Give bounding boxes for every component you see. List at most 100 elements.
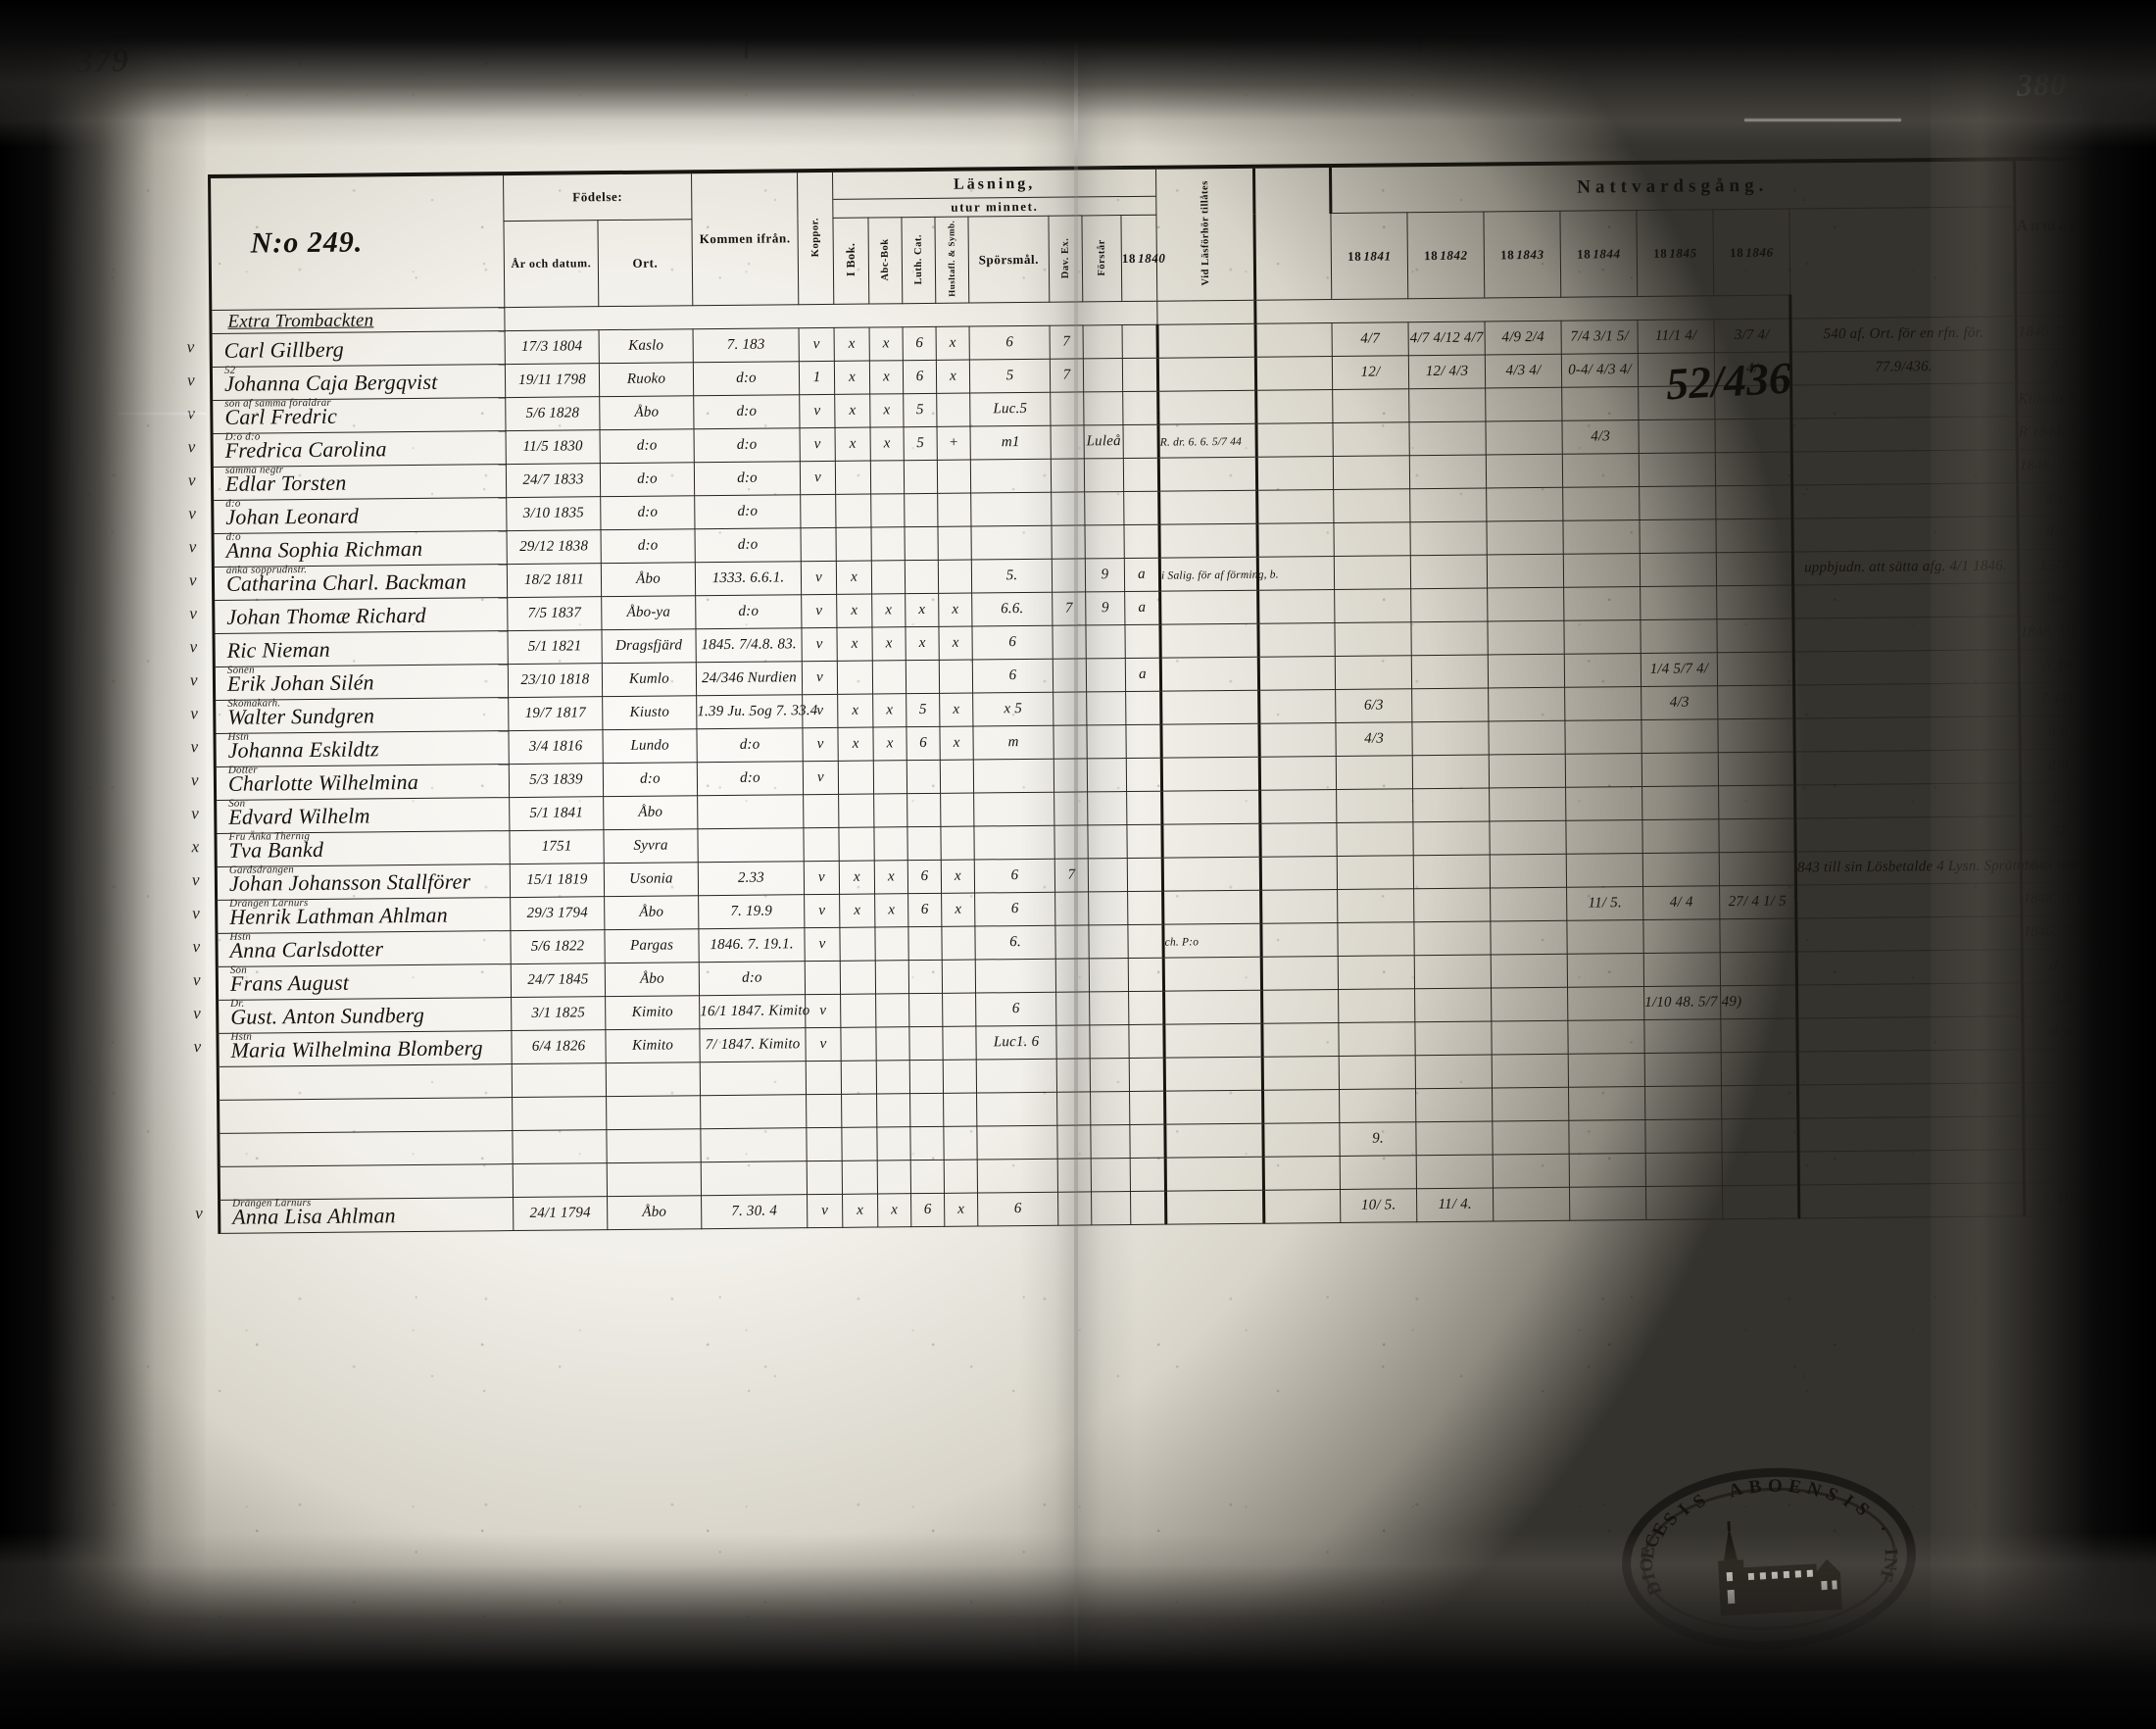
smallpox-cell: [806, 1127, 843, 1161]
pencil-annotation: 52/436: [1664, 352, 1793, 410]
birth-place-cell: [607, 1161, 702, 1197]
communion-cell-1840: [1257, 622, 1336, 658]
person-name-cell: vänka sopprudnstr.Catharina Charl. Backm…: [189, 564, 508, 601]
husltafl-symb-cell: [939, 660, 973, 694]
communion-cell-1842: [1414, 955, 1492, 989]
communion-1840-note: i Salig. för af förming, b.: [1160, 568, 1279, 582]
communion-cell-1841: [1339, 1055, 1416, 1090]
person-name: Anna Sophia Richman: [225, 535, 423, 563]
communion-cell-1844: [1566, 919, 1644, 955]
row-relation-note: Son: [228, 797, 246, 810]
birth-place-cell: Åbo: [603, 795, 698, 830]
husltafl-symb-cell: x: [939, 726, 974, 761]
abc-book-cell: x: [871, 626, 906, 662]
luth-cat-cell: [907, 926, 943, 961]
row-relation-note: Drängen Lärnurs: [232, 1197, 312, 1210]
came-from-cell: 1845. 7/4.8. 83.: [695, 627, 803, 663]
row-relation-note: Gardsdrängen: [228, 864, 295, 876]
husltafl-symb-cell: [942, 993, 976, 1027]
communion-cell-1843: [1490, 854, 1567, 889]
communion-cell-1844: [1568, 1086, 1645, 1121]
communion-cell-1843: [1491, 954, 1568, 989]
communion-cell-1845: 4/ 4: [1642, 885, 1720, 920]
in-book-cell: [840, 961, 876, 995]
communion-cell-1843: [1492, 1120, 1570, 1156]
abc-book-cell: [873, 826, 908, 862]
communion-cell-1840: [1261, 1022, 1340, 1058]
gutter-spacer-cell: [1161, 823, 1261, 859]
communion-cell-1844: [1564, 686, 1642, 721]
gutter-spacer-cell: [1161, 757, 1260, 792]
gutter-spacer-cell: [1157, 323, 1256, 359]
abc-book-cell: x: [872, 693, 906, 728]
husltafl-symb-cell: [938, 526, 972, 561]
communion-cell-1843: [1493, 1187, 1570, 1222]
came-from-cell: 1333. 6.6.1.: [695, 561, 802, 596]
communion-cell-1841: [1337, 888, 1414, 923]
communion-cell-1844: [1563, 619, 1642, 655]
household-name-cell: Extra Trombackten: [210, 307, 506, 334]
luth-cat-cell: 5: [903, 393, 938, 427]
person-name: [220, 1071, 231, 1096]
paper-background: [29, 14, 2117, 1680]
communion-cell-1845: 4/3: [1641, 685, 1718, 720]
birth-year-cell: 18/2 1811: [507, 563, 602, 598]
in-book-cell: x: [837, 694, 873, 728]
communion-cell-1843: [1487, 554, 1564, 589]
birth-place-cell: Kaslo: [599, 328, 694, 364]
communion-cell-1846: 3/7 4/: [1714, 319, 1791, 353]
communion-cell-1843: 4/3 4/: [1485, 354, 1562, 389]
household-title-cell: N:o 249.: [209, 173, 505, 311]
communion-cell-1841: [1336, 788, 1413, 823]
birth-year-cell: 3/1 1825: [511, 996, 606, 1031]
husltafl-symb-cell: [937, 460, 971, 494]
husltafl-symb-cell: [940, 793, 974, 827]
gutter-spacer-cell: [1162, 857, 1261, 892]
birth-year-cell: 3/4 1816: [508, 729, 604, 765]
in-book-cell: [841, 1061, 877, 1095]
birth-place-cell: Åbo: [605, 962, 700, 997]
communion-year-1846: 18 1846: [1712, 209, 1790, 296]
in-book-cell: x: [834, 327, 870, 362]
abc-book-cell: [873, 760, 907, 795]
communion-cell-1842: [1412, 755, 1490, 789]
communion-cell-1843: [1490, 920, 1568, 956]
communion-cell-1840: [1260, 889, 1338, 924]
gutter-spacer-cell: [1160, 690, 1259, 725]
birth-year-cell: 19/7 1817: [508, 696, 603, 731]
communion-cell-1843: [1489, 820, 1567, 856]
abc-book-cell: [870, 460, 905, 495]
communion-year-1843: 18 1843: [1483, 211, 1561, 299]
communion-cell-1846: [1718, 752, 1795, 786]
husltafl-symb-cell: x: [939, 693, 973, 727]
birth-year-cell: [512, 1062, 607, 1098]
birth-place-cell: Åbo: [607, 1195, 702, 1230]
smallpox-cell: v: [804, 894, 840, 928]
abc-book-cell: [876, 1060, 910, 1095]
communion-cell-1841: [1334, 588, 1411, 623]
communion-cell-1841: [1339, 1088, 1416, 1123]
in-book-cell: [841, 1127, 878, 1161]
abc-book-cell: x: [870, 426, 905, 462]
communion-cell-1841: [1337, 855, 1414, 890]
communion-cell-1845: [1642, 818, 1720, 854]
vignette-left: [0, 0, 206, 1729]
communion-cell-1845: [1644, 1085, 1722, 1120]
came-from-cell: d:o: [694, 461, 801, 496]
communion-cell-1844: [1563, 519, 1641, 555]
luth-cat-cell: 6: [910, 1193, 945, 1227]
communion-cell-1840: [1259, 789, 1337, 824]
abc-book-cell: [872, 660, 906, 695]
communion-cell-1842: [1413, 855, 1491, 889]
book-gutter-line: [1074, 0, 1078, 1729]
birth-place-cell: Usonia: [604, 862, 699, 897]
gutter-spacer-cell: [1159, 523, 1258, 559]
communion-cell-1841: [1338, 955, 1415, 990]
luth-cat-cell: [906, 793, 941, 827]
birth-year-cell: 29/12 1838: [507, 529, 602, 565]
communion-cell-1843: [1492, 1054, 1569, 1089]
husltafl-symb-cell: x: [938, 626, 973, 661]
communion-cell-1841: [1336, 821, 1414, 857]
